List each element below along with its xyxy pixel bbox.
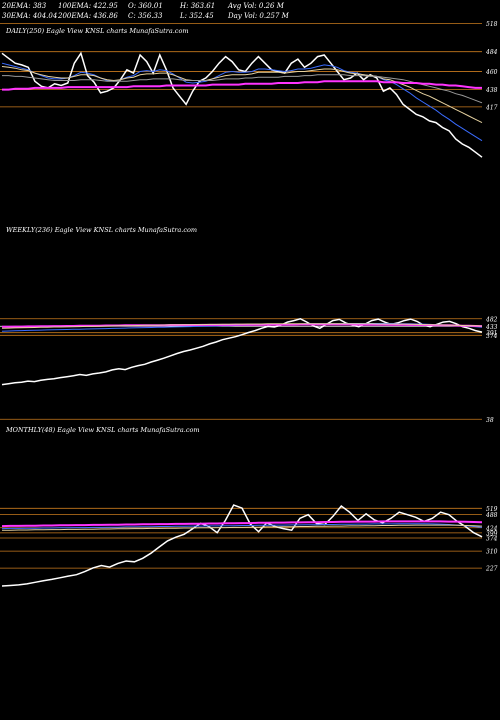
series-line-1-0 xyxy=(1,317,483,386)
level-label-0-2: 460 xyxy=(485,69,498,76)
hdr-open: O: 360.01 xyxy=(128,2,163,10)
hdr-avgvol: Avg Vol: 0.26 M xyxy=(228,2,284,10)
level-label-0-3: 438 xyxy=(485,87,498,94)
level-label-2-4: 374 xyxy=(486,536,498,543)
level-label-2-2: 424 xyxy=(485,525,498,532)
level-label-1-2: 391 xyxy=(486,330,497,337)
chart-panel-0: DAILY(250) Eagle View KNSL charts Munafa… xyxy=(0,21,498,424)
hdr-close: C: 356.33 xyxy=(128,12,163,20)
level-label-2-3: 399 xyxy=(486,530,498,537)
series-line-1-2 xyxy=(2,323,483,328)
level-label-0-5: 38 xyxy=(486,417,494,424)
hdr-ema200: 200EMA: 436.86 xyxy=(58,12,118,20)
series-line-0-4 xyxy=(2,80,482,91)
hdr-ema20: 20EMA: 383 xyxy=(2,2,47,10)
hdr-ema30: 30EMA: 404.04 xyxy=(2,12,58,20)
level-label-0-1: 484 xyxy=(485,49,498,56)
level-label-2-5: 310 xyxy=(486,549,498,556)
level-label-2-0: 519 xyxy=(486,506,498,513)
series-line-0-2 xyxy=(1,66,483,124)
hdr-ema100: 100EMA: 422.95 xyxy=(58,2,118,10)
series-line-2-2 xyxy=(1,520,483,528)
chart-title-1: WEEKLY(236) Eagle View KNSL charts Munaf… xyxy=(6,226,197,234)
chart-panel-1: WEEKLY(236) Eagle View KNSL charts Munaf… xyxy=(0,226,498,386)
level-label-1-1: 433 xyxy=(485,324,498,331)
series-line-1-3 xyxy=(1,323,483,329)
level-label-0-4: 417 xyxy=(485,104,498,111)
series-line-0-0 xyxy=(1,51,483,158)
level-label-2-1: 488 xyxy=(485,512,498,519)
level-label-2-6: 227 xyxy=(485,566,498,573)
series-line-2-0 xyxy=(1,504,483,587)
series-line-0-1 xyxy=(1,62,483,142)
level-label-0-0: 518 xyxy=(486,21,498,28)
chart-panel-2: MONTHLY(48) Eagle View KNSL charts Munaf… xyxy=(0,426,498,587)
hdr-high: H: 363.61 xyxy=(180,2,216,10)
level-label-1-3: 374 xyxy=(486,333,498,340)
hdr-dayvol: Day Vol: 0.257 M xyxy=(228,12,289,20)
series-line-0-3 xyxy=(2,74,483,104)
chart-title-2: MONTHLY(48) Eagle View KNSL charts Munaf… xyxy=(5,426,200,434)
series-line-2-1 xyxy=(1,523,483,530)
chart-title-0: DAILY(250) Eagle View KNSL charts Munafa… xyxy=(5,27,189,35)
level-label-1-0: 482 xyxy=(485,316,498,323)
series-line-2-3 xyxy=(2,524,483,531)
hdr-low: L: 352.45 xyxy=(180,12,214,20)
